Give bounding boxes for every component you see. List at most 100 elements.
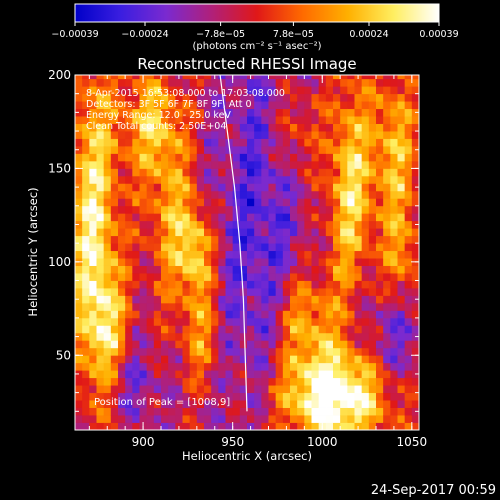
heatmap-cell	[311, 190, 320, 199]
heatmap-cell	[397, 153, 406, 162]
heatmap-cell	[96, 168, 105, 177]
heatmap-cell	[96, 86, 105, 95]
heatmap-cell	[75, 205, 83, 214]
heatmap-cell	[182, 407, 191, 416]
heatmap-cell	[404, 377, 413, 386]
heatmap-cell	[404, 302, 413, 311]
heatmap-cell	[311, 131, 320, 139]
heatmap-cell	[397, 138, 406, 147]
heatmap-cell	[383, 190, 391, 199]
heatmap-cell	[361, 75, 370, 80]
heatmap-cell	[110, 116, 119, 124]
heatmap-cell	[247, 355, 255, 364]
heatmap-cell	[153, 228, 162, 237]
heatmap-cell	[368, 250, 377, 259]
heatmap-cell	[318, 347, 327, 356]
heatmap-cell	[153, 250, 162, 259]
heatmap-cell	[282, 407, 291, 416]
heatmap-cell	[82, 377, 90, 386]
heatmap-cell	[232, 235, 241, 244]
heatmap-cell	[361, 415, 370, 423]
heatmap-cell	[161, 175, 169, 184]
heatmap-cell	[110, 310, 119, 319]
heatmap-cell	[254, 243, 262, 252]
heatmap-cell	[218, 258, 226, 266]
heatmap-cell	[239, 198, 248, 207]
heatmap-cell	[204, 362, 212, 371]
heatmap-cell	[354, 347, 363, 356]
heatmap-cell	[182, 288, 191, 296]
heatmap-cell	[361, 273, 370, 281]
heatmap-cell	[118, 101, 126, 110]
heatmap-cell	[204, 86, 212, 95]
heatmap-cell	[168, 220, 176, 229]
heatmap-cell	[397, 295, 406, 304]
heatmap-cell	[96, 280, 105, 289]
heatmap-cell	[376, 385, 384, 394]
heatmap-cell	[397, 175, 406, 184]
heatmap-cell	[282, 123, 291, 132]
heatmap-cell	[211, 101, 219, 110]
heatmap-cell	[175, 86, 183, 95]
heatmap-cell	[311, 377, 320, 386]
heatmap-cell	[232, 108, 241, 117]
heatmap-cell	[189, 310, 198, 319]
heatmap-cell	[275, 101, 284, 110]
heatmap-cell	[146, 220, 155, 229]
heatmap-cell	[390, 310, 398, 319]
heatmap-cell	[146, 415, 155, 423]
heatmap-cell	[318, 265, 327, 274]
heatmap-cell	[196, 280, 205, 289]
heatmap-cell	[290, 93, 298, 102]
heatmap-cell	[211, 205, 219, 214]
heatmap-cell	[311, 392, 320, 401]
heatmap-cell	[175, 108, 183, 117]
heatmap-cell	[390, 392, 398, 401]
heatmap-cell	[383, 258, 391, 266]
heatmap-cell	[304, 422, 312, 430]
heatmap-cell	[153, 362, 162, 371]
heatmap-cell	[110, 362, 119, 371]
heatmap-cell	[239, 385, 248, 394]
heatmap-cell	[225, 385, 234, 394]
heatmap-cell	[132, 332, 140, 341]
heatmap-cell	[376, 146, 384, 154]
heatmap-cell	[132, 243, 140, 252]
heatmap-cell	[297, 385, 305, 394]
heatmap-cell	[146, 108, 155, 117]
heatmap-cell	[275, 243, 284, 252]
heatmap-cell	[139, 273, 148, 281]
heatmap-cell	[397, 310, 406, 319]
heatmap-cell	[82, 288, 90, 296]
heatmap-cell	[361, 302, 370, 311]
heatmap-cell	[347, 310, 355, 319]
heatmap-cell	[146, 243, 155, 252]
heatmap-cell	[340, 265, 348, 274]
heatmap-cell	[161, 370, 169, 379]
heatmap-cell	[347, 78, 355, 87]
heatmap-cell	[189, 138, 198, 147]
heatmap-cell	[411, 153, 419, 162]
heatmap-cell	[247, 228, 255, 237]
heatmap-cell	[390, 415, 398, 423]
heatmap-cell	[311, 75, 320, 80]
heatmap-cell	[118, 302, 126, 311]
heatmap-cell	[125, 78, 133, 87]
heatmap-cell	[110, 228, 119, 237]
heatmap-cell	[304, 362, 312, 371]
heatmap-cell	[239, 332, 248, 341]
heatmap-cell	[110, 168, 119, 177]
heatmap-cell	[204, 78, 212, 87]
heatmap-cell	[275, 138, 284, 147]
colorbar-tick-label: 0.00039	[419, 29, 458, 40]
heatmap-cell	[161, 295, 169, 304]
heatmap-cell	[132, 160, 140, 169]
heatmap-cell	[139, 415, 148, 423]
heatmap-cell	[132, 86, 140, 95]
heatmap-cell	[132, 146, 140, 154]
heatmap-cell	[297, 160, 305, 169]
heatmap-cell	[411, 340, 419, 349]
heatmap-cell	[404, 288, 413, 296]
heatmap-cell	[204, 131, 212, 139]
heatmap-cell	[275, 235, 284, 244]
